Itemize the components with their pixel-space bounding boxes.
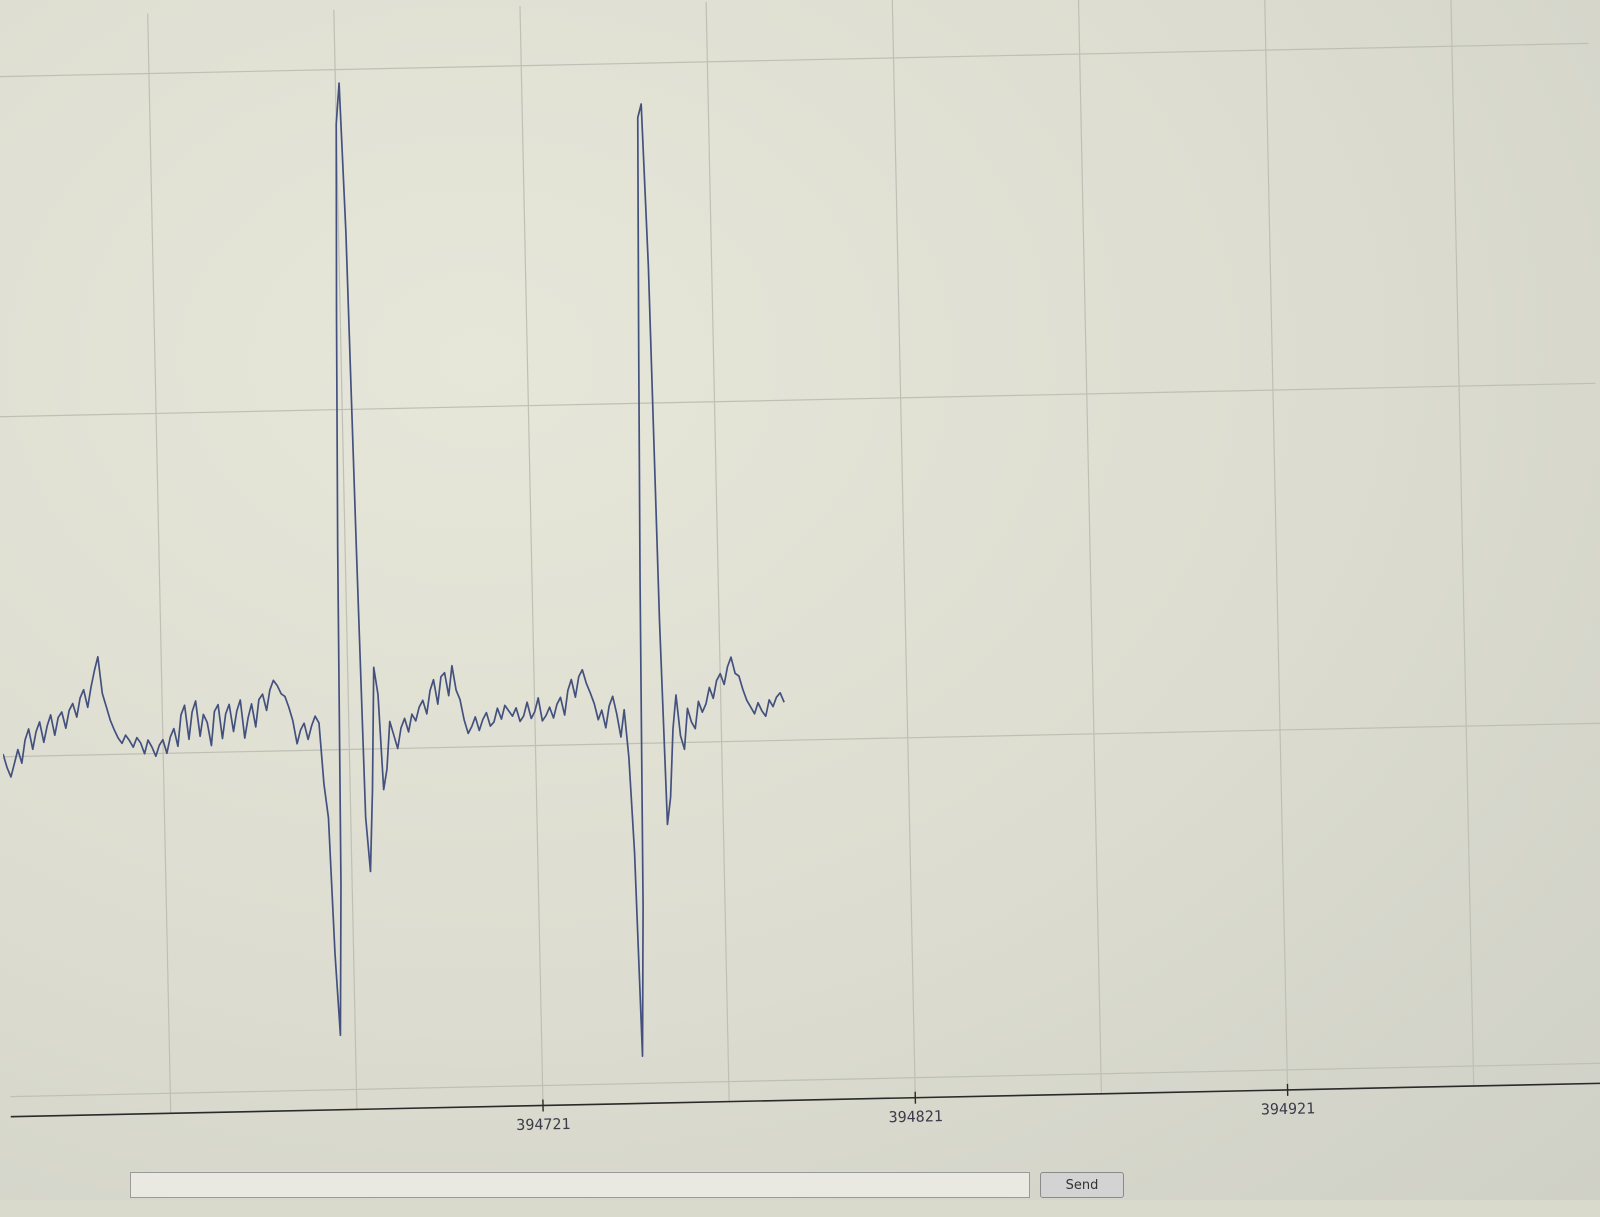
grid-line-vertical xyxy=(1265,0,1288,1090)
grid-line-vertical xyxy=(520,6,543,1106)
grid-line-horizontal xyxy=(10,1063,1600,1097)
x-tick-label: 394721 xyxy=(516,1115,571,1134)
x-axis: 394721 394821 394921 xyxy=(11,1077,1600,1145)
x-tick-label: 394821 xyxy=(888,1107,943,1126)
x-tick-label: 394921 xyxy=(1261,1099,1316,1118)
series-line xyxy=(0,74,791,1069)
grid-line-vertical xyxy=(1451,0,1474,1086)
grid-line-vertical xyxy=(148,14,171,1114)
grid-line-vertical xyxy=(706,2,729,1102)
send-button[interactable]: Send xyxy=(1040,1172,1124,1198)
grid-line-vertical xyxy=(892,0,915,1098)
grid-line-horizontal xyxy=(3,723,1600,757)
grid xyxy=(0,0,1600,1117)
grid-line-horizontal xyxy=(0,43,1589,77)
x-axis-line xyxy=(11,1083,1600,1117)
send-bar: Send xyxy=(0,1170,1600,1200)
grid-line-vertical xyxy=(1078,0,1101,1094)
grid-line-horizontal xyxy=(0,383,1596,417)
send-input[interactable] xyxy=(130,1172,1030,1198)
series-layer xyxy=(0,74,791,1069)
